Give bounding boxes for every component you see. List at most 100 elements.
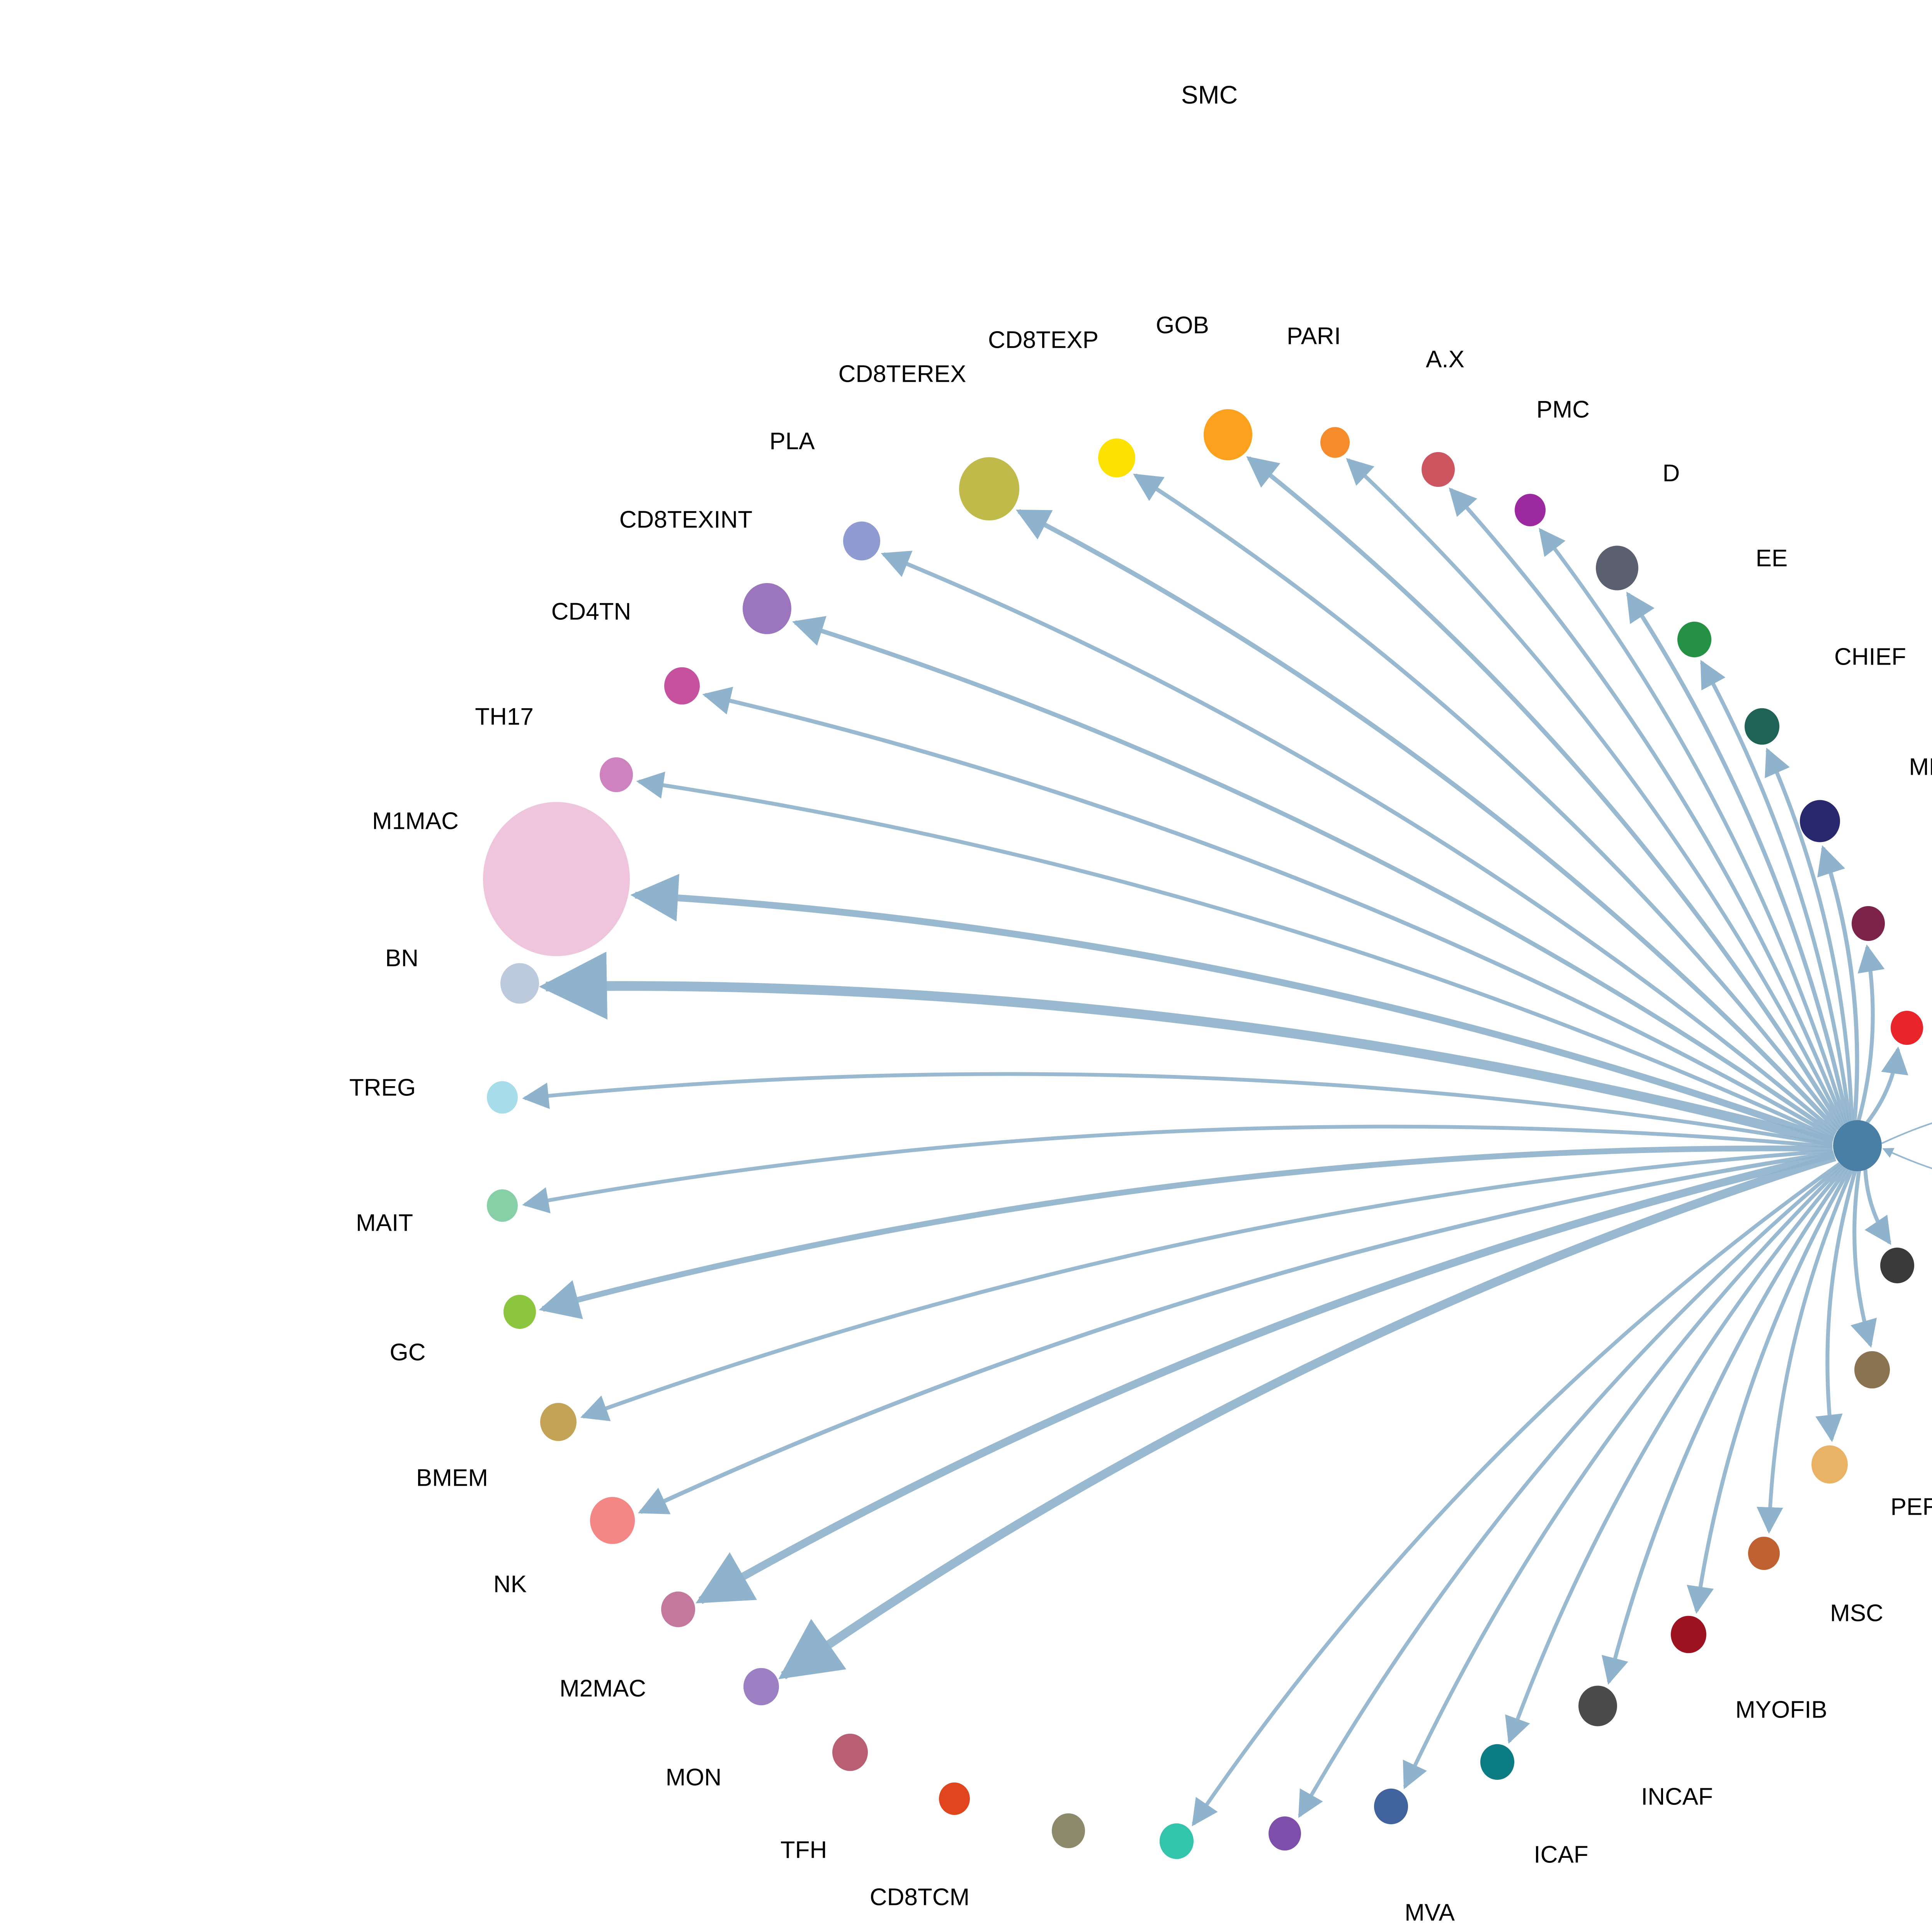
node-gob[interactable] bbox=[1204, 409, 1252, 461]
node-label-m2mac: M2MAC bbox=[560, 1675, 646, 1702]
node-bmem[interactable] bbox=[540, 1403, 577, 1441]
node-tfh[interactable] bbox=[832, 1733, 868, 1771]
edge-layer bbox=[522, 456, 1932, 1827]
node-label-incaf: INCAF bbox=[1641, 1783, 1713, 1810]
edge-smc-to-chief bbox=[1765, 747, 1854, 1121]
node-m2mac[interactable] bbox=[661, 1591, 695, 1628]
edge-smc-to-m1mac bbox=[630, 874, 1834, 1144]
node-pari[interactable] bbox=[1320, 427, 1350, 458]
edge-smc-to-cd8texint bbox=[792, 616, 1836, 1136]
edge-smc-to-ee bbox=[1700, 660, 1852, 1122]
node-mesc[interactable] bbox=[1800, 800, 1840, 842]
node-dc[interactable] bbox=[1052, 1813, 1085, 1849]
edge-smc-to-incaf bbox=[1602, 1167, 1849, 1685]
node-icaf[interactable] bbox=[1480, 1744, 1514, 1780]
node-cd8texint[interactable] bbox=[743, 583, 791, 634]
node-label-mva: MVA bbox=[1405, 1899, 1455, 1926]
edge-smc-to-icaf bbox=[1505, 1166, 1846, 1744]
edge-smc-to-cd4tn bbox=[702, 687, 1835, 1138]
node-label-cd4tn: CD4TN bbox=[551, 598, 631, 625]
node-label-cd8texint: CD8TEXINT bbox=[619, 506, 753, 533]
edge-smc-to-nk bbox=[638, 1151, 1834, 1514]
node-label-mait: MAIT bbox=[355, 1209, 413, 1236]
node-label-myofib: MYOFIB bbox=[1735, 1696, 1827, 1723]
node-a-x[interactable] bbox=[1422, 452, 1455, 487]
node-myofib[interactable] bbox=[1671, 1616, 1706, 1653]
edge-smc-to-stm bbox=[1866, 1046, 1908, 1124]
edge-smc-to-pmc bbox=[1539, 528, 1848, 1124]
edge-smc-to-myofib bbox=[1687, 1168, 1851, 1614]
node-bn[interactable] bbox=[500, 963, 539, 1004]
edge-smc-to-caf bbox=[1850, 1170, 1877, 1348]
node-label-ee: EE bbox=[1755, 545, 1788, 572]
node-label-icaf: ICAF bbox=[1534, 1841, 1588, 1868]
edge-smc-to-mva bbox=[1403, 1165, 1844, 1789]
node-label-th17: TH17 bbox=[475, 703, 534, 730]
edge-smc-to-mon bbox=[778, 1152, 1837, 1679]
node-label-nk: NK bbox=[493, 1571, 527, 1598]
edge-smc-to-mait bbox=[522, 1124, 1833, 1214]
node-label-cd8terex: CD8TEREX bbox=[838, 361, 966, 388]
node-label-peri: PERI bbox=[1890, 1493, 1932, 1520]
node-label-pari: PARI bbox=[1286, 323, 1341, 350]
node-label-chief: CHIEF bbox=[1834, 643, 1906, 670]
edge-smc-self-loop bbox=[1881, 1122, 1932, 1169]
node-label-d: D bbox=[1662, 460, 1680, 487]
node-mait[interactable] bbox=[487, 1189, 518, 1222]
figure-title: SMC bbox=[1181, 80, 1238, 109]
edge-smc-to-cd8texp bbox=[1133, 473, 1841, 1130]
node-chief[interactable] bbox=[1745, 708, 1779, 745]
node-msc[interactable] bbox=[1748, 1536, 1780, 1570]
node-peri[interactable] bbox=[1811, 1445, 1848, 1484]
edge-smc-to-msc bbox=[1757, 1169, 1854, 1534]
node-caf[interactable] bbox=[1854, 1351, 1890, 1389]
node-label-cd8texp: CD8TEXP bbox=[988, 327, 1099, 354]
node-end[interactable] bbox=[1160, 1823, 1194, 1859]
edge-smc-to-th17 bbox=[636, 771, 1834, 1140]
node-stm[interactable] bbox=[1891, 1010, 1923, 1045]
node-lymend[interactable] bbox=[1269, 1816, 1301, 1851]
node-ee[interactable] bbox=[1677, 621, 1711, 658]
node-label-tfh: TFH bbox=[780, 1837, 827, 1864]
node-gmc[interactable] bbox=[1852, 906, 1885, 941]
node-m1mac[interactable] bbox=[483, 802, 630, 956]
edge-smc-to-pla bbox=[881, 551, 1837, 1134]
node-treg[interactable] bbox=[487, 1081, 518, 1114]
edge-smc-to-m2mac bbox=[696, 1151, 1835, 1604]
node-label-msc: MSC bbox=[1830, 1600, 1883, 1627]
node-pmc[interactable] bbox=[1515, 494, 1546, 526]
node-cd8texp[interactable] bbox=[1098, 438, 1135, 478]
node-incaf[interactable] bbox=[1578, 1685, 1617, 1726]
node-d[interactable] bbox=[1596, 546, 1638, 590]
edge-smc-to-gc bbox=[539, 1145, 1833, 1319]
node-gc[interactable] bbox=[503, 1294, 536, 1329]
node-cd8tcm[interactable] bbox=[939, 1782, 970, 1815]
edge-smc-to-d bbox=[1626, 592, 1850, 1123]
node-label-mon: MON bbox=[665, 1764, 722, 1791]
node-label-dc: DC bbox=[1029, 1928, 1063, 1932]
node-smc[interactable] bbox=[1833, 1120, 1882, 1172]
node-mon[interactable] bbox=[743, 1668, 779, 1706]
node-label-a-x: A.X bbox=[1426, 346, 1464, 373]
edge-smc-to-peri bbox=[1815, 1170, 1857, 1442]
node-cd8terex[interactable] bbox=[959, 457, 1019, 520]
node-label-m1mac: M1MAC bbox=[372, 808, 459, 835]
edge-smc-to-lymend bbox=[1298, 1163, 1843, 1818]
node-mva[interactable] bbox=[1374, 1788, 1408, 1825]
edge-smc-to-mesc bbox=[1817, 845, 1859, 1121]
node-fib[interactable] bbox=[1880, 1247, 1914, 1284]
node-th17[interactable] bbox=[600, 757, 633, 793]
edge-smc-to-treg bbox=[522, 1072, 1833, 1147]
node-pla[interactable] bbox=[843, 521, 880, 561]
edge-smc-to-cd8terex bbox=[1015, 509, 1839, 1132]
node-label-bn: BN bbox=[385, 945, 419, 972]
node-cd4tn[interactable] bbox=[664, 667, 700, 705]
edge-smc-to-a.x bbox=[1449, 487, 1846, 1125]
node-label-mesc: MESC bbox=[1909, 753, 1932, 781]
edge-smc-to-gob bbox=[1246, 456, 1843, 1128]
node-label-pla: PLA bbox=[769, 428, 815, 455]
edge-smc-to-fib bbox=[1863, 1169, 1891, 1245]
node-nk[interactable] bbox=[590, 1497, 635, 1544]
